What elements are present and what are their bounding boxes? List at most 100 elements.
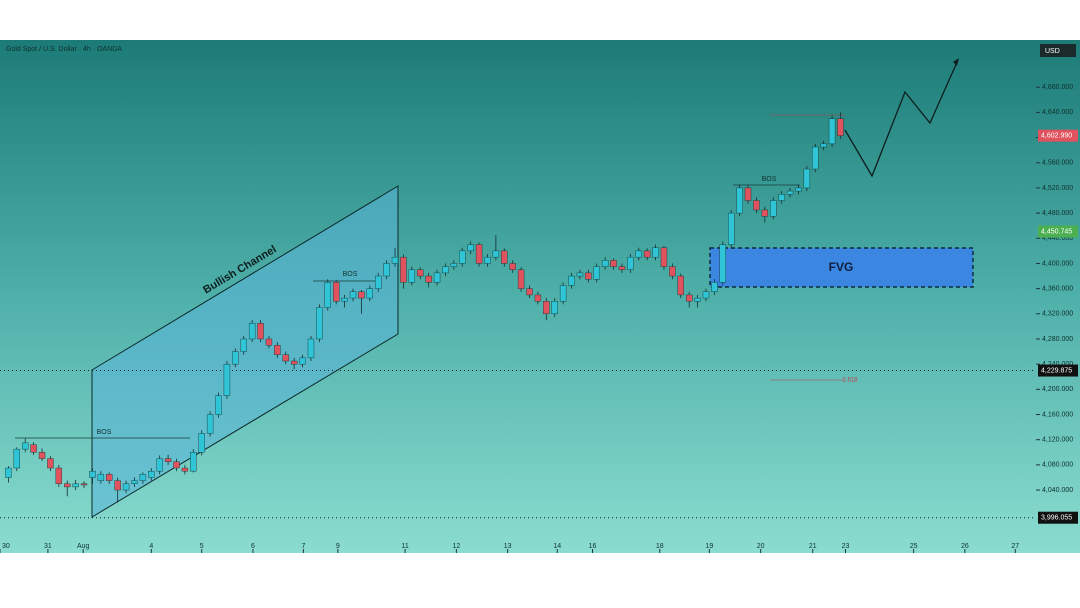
candle-body [475, 244, 483, 264]
candle-body [274, 345, 281, 355]
candle-body [459, 250, 466, 264]
y-tick-label: 4,360.000 [1042, 285, 1073, 292]
projection [844, 59, 959, 178]
candle-body [341, 297, 348, 302]
candle-body [803, 168, 811, 189]
candle-body [232, 351, 239, 365]
candle-body [728, 212, 735, 245]
candle-body [501, 250, 508, 264]
x-tick-label: 16 [589, 543, 597, 550]
level-tag [1038, 364, 1078, 377]
candle-body [139, 474, 147, 481]
candle-body [417, 269, 424, 277]
candle-body [198, 433, 205, 453]
candle-body [55, 467, 63, 484]
x-tick-label: 13 [504, 543, 512, 550]
y-tick-label: 4,680.000 [1042, 84, 1073, 91]
y-tick-label: 4,120.000 [1042, 437, 1073, 444]
candle-body [627, 256, 634, 270]
candle-body [753, 200, 760, 211]
y-tick-label: 4,520.000 [1042, 185, 1073, 192]
candle-body [358, 291, 365, 299]
price-tag [1038, 129, 1078, 142]
x-tick-label: Aug [77, 543, 90, 550]
y-tick-label: 4,440.000 [1042, 235, 1073, 242]
candle-body [669, 266, 676, 277]
candle-body [215, 395, 222, 415]
candle-body [526, 288, 533, 296]
candle-body [316, 307, 323, 340]
bos-label: BOS [343, 271, 358, 278]
candle-body [585, 272, 592, 280]
candle-body [652, 247, 659, 258]
candle-body [164, 458, 172, 462]
candle-body [332, 282, 340, 302]
candle-body [97, 474, 105, 481]
candle-body [400, 256, 407, 283]
price-tag [1038, 225, 1078, 238]
candle-body [543, 301, 550, 315]
x-tick-label: 23 [842, 543, 850, 550]
candle-body [786, 190, 794, 195]
x-tick-label: 25 [910, 543, 918, 550]
candle-body [80, 483, 88, 486]
candle-body [643, 250, 651, 258]
candle-body [467, 244, 474, 252]
candle-body [257, 323, 264, 340]
x-tick-label: 5 [200, 543, 204, 550]
currency: USD [1045, 48, 1060, 55]
candle-body [795, 187, 802, 192]
candle-body [307, 338, 315, 359]
candle-body [702, 291, 710, 299]
y-tick-label: 4,280.000 [1042, 336, 1073, 343]
candle-body [559, 285, 567, 302]
candle-body [635, 250, 642, 258]
y-tick-label: 4,560.000 [1042, 160, 1073, 167]
x-tick-label: 11 [401, 543, 408, 550]
candle-body [299, 357, 306, 365]
candle-body [576, 272, 584, 277]
candle-body [694, 297, 701, 302]
y-tick-label: 4,640.000 [1042, 109, 1073, 116]
candle-body [492, 250, 500, 258]
bos-label: BOS [762, 176, 777, 183]
candle-body [114, 480, 121, 491]
candle-body [122, 483, 130, 491]
price-label: 4,602.990 [1041, 133, 1072, 140]
candle-body [38, 452, 46, 459]
candle-body [206, 414, 214, 434]
x-tick-label: 9 [336, 543, 340, 550]
candle-body [509, 263, 516, 270]
x-tick-label: 20 [757, 543, 765, 550]
candle-body [820, 143, 827, 148]
candle-body [736, 187, 743, 214]
candle-body [601, 260, 609, 267]
candle-body [223, 363, 231, 396]
x-tick-label: 21 [809, 543, 817, 550]
candle-body [282, 354, 289, 362]
candle-body [425, 275, 432, 283]
level-tag [1038, 511, 1078, 524]
candle-body [64, 483, 71, 488]
y-tick-label: 4,160.000 [1042, 411, 1073, 418]
candle-body [240, 338, 247, 352]
candle-body [778, 194, 785, 201]
y-tick-label: 4,240.000 [1042, 361, 1073, 368]
candle-body [677, 275, 684, 296]
x-tick-label: 7 [301, 543, 305, 550]
candle-body [744, 187, 752, 201]
candle-body [22, 442, 29, 450]
candle-body [72, 483, 79, 488]
candle-body [568, 275, 575, 286]
price-label: 4,450.745 [1041, 228, 1072, 235]
candle-body [770, 200, 777, 217]
bos-label: BOS [97, 429, 112, 436]
fib-label: 2.618 [842, 378, 858, 384]
candle-body [719, 244, 727, 283]
candle-body [618, 266, 626, 270]
candle-body [450, 263, 458, 267]
candle-body [408, 269, 416, 283]
candle-body [828, 118, 836, 145]
candle-body [89, 470, 96, 478]
